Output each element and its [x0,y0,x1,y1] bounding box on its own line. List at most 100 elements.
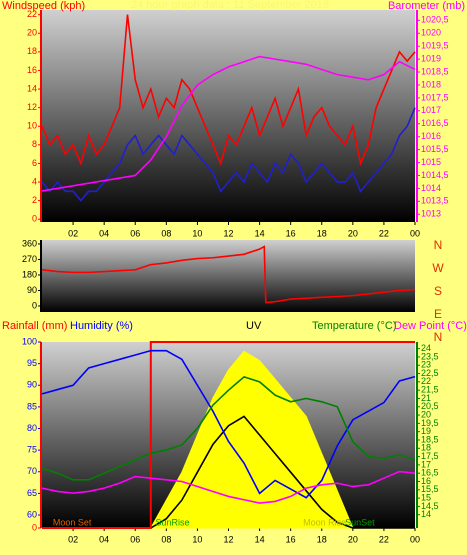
compass-label: N [434,330,443,344]
y-tick-label: 80 [27,423,37,433]
y-tick-label: 18 [27,46,37,56]
x-tick-label: 06 [130,228,140,238]
x-tick-label: 14 [255,228,265,238]
y-tick-label: 0 [32,300,37,310]
series-line [41,245,416,304]
chart-title: 24 hour graph data : 11 September 2018 [131,0,329,11]
panel-header: Temperature (°C) [312,320,396,332]
y2-tick-label: 23 [421,360,431,370]
y2-tick-label: 15,5 [421,484,439,494]
series-line [41,349,416,499]
x-tick-label: 18 [317,534,327,544]
y2-tick-label: 1013 [421,209,441,219]
y-tick-label: 6 [32,158,37,168]
y2-tick-label: 1020,5 [421,15,449,25]
y2-tick-label: 1015 [421,157,441,167]
y2-tick-label: 1020 [421,28,441,38]
series-line [42,341,415,529]
y-axis-label: Windspeed (kph) [2,0,85,12]
plot-area [42,240,415,312]
y2-tick-label: 17 [421,459,431,469]
x-tick-label: 02 [68,534,78,544]
x-tick-label: 22 [379,534,389,544]
compass-label: N [434,238,443,252]
compass-label: E [434,307,442,321]
y2-tick-label: 21 [421,393,431,403]
x-tick-label: 00 [410,534,420,544]
y2-tick-label: 19,5 [421,418,439,428]
y-tick-label: 90 [27,380,37,390]
y-tick-label: 360 [22,238,37,248]
y2-tick-label: 22,5 [421,368,439,378]
x-tick-label: 02 [68,228,78,238]
x-tick-label: 08 [161,534,171,544]
y2-axis-label: Barometer (mb) [388,0,465,12]
y-tick-label: 60 [27,509,37,519]
annotation: SunRise [155,517,189,527]
y2-tick-label: 1018 [421,79,441,89]
x-tick-label: 10 [192,534,202,544]
y-tick-label: 16 [27,65,37,75]
y2-tick-label: 1014 [421,183,441,193]
annotation: Moon Rise [303,517,346,527]
x-tick-label: 20 [348,534,358,544]
x-tick-label: 00 [410,228,420,238]
y2-tick-label: 1019 [421,53,441,63]
y3-tick-label: 0 [32,522,37,532]
x-tick-label: 12 [223,228,233,238]
y-tick-label: 2 [32,195,37,205]
y2-tick-label: 18,5 [421,434,439,444]
y-tick-label: 95 [27,358,37,368]
y2-tick-label: 20,5 [421,401,439,411]
y2-tick-label: 18 [421,443,431,453]
y2-tick-label: 22 [421,376,431,386]
x-tick-label: 10 [192,228,202,238]
annotation: SunSet [345,517,375,527]
x-tick-label: 20 [348,228,358,238]
series-line [41,14,416,167]
y2-tick-label: 1015,5 [421,144,449,154]
plot-area [42,10,415,222]
panel-header: Dew Point (°C) [394,320,467,332]
y-tick-label: 0 [32,214,37,224]
x-tick-label: 12 [223,534,233,544]
y2-tick-label: 14 [421,509,431,519]
compass-label: S [434,284,442,298]
y-tick-label: 12 [27,102,37,112]
x-tick-label: 08 [161,228,171,238]
y-tick-label: 100 [22,336,37,346]
y2-tick-label: 1017,5 [421,92,449,102]
y2-tick-label: 15 [421,492,431,502]
y-tick-label: 90 [27,285,37,295]
series-line [41,375,416,481]
panel-header: Rainfall (mm) [2,320,67,332]
y-tick-label: 8 [32,139,37,149]
y2-tick-label: 24 [421,343,431,353]
y2-tick-label: 21,5 [421,385,439,395]
y2-tick-label: 23,5 [421,351,439,361]
y2-tick-label: 1013,5 [421,196,449,206]
x-tick-label: 16 [286,534,296,544]
series-line [41,470,416,504]
y-tick-label: 180 [22,269,37,279]
x-tick-label: 22 [379,228,389,238]
y-tick-label: 10 [27,121,37,131]
y2-tick-label: 1018,5 [421,66,449,76]
y2-tick-label: 14,5 [421,501,439,511]
y2-tick-label: 1014,5 [421,170,449,180]
y-tick-label: 4 [32,176,37,186]
x-tick-label: 04 [99,534,109,544]
y2-tick-label: 16 [421,476,431,486]
x-tick-label: 18 [317,228,327,238]
y2-tick-label: 20 [421,409,431,419]
y2-tick-label: 19 [421,426,431,436]
y2-tick-label: 17,5 [421,451,439,461]
x-tick-label: 06 [130,534,140,544]
y-tick-label: 270 [22,254,37,264]
y-tick-label: 85 [27,401,37,411]
y2-tick-label: 16,5 [421,468,439,478]
y-tick-label: 14 [27,83,37,93]
y2-tick-label: 1017 [421,105,441,115]
y2-tick-label: 1016,5 [421,118,449,128]
